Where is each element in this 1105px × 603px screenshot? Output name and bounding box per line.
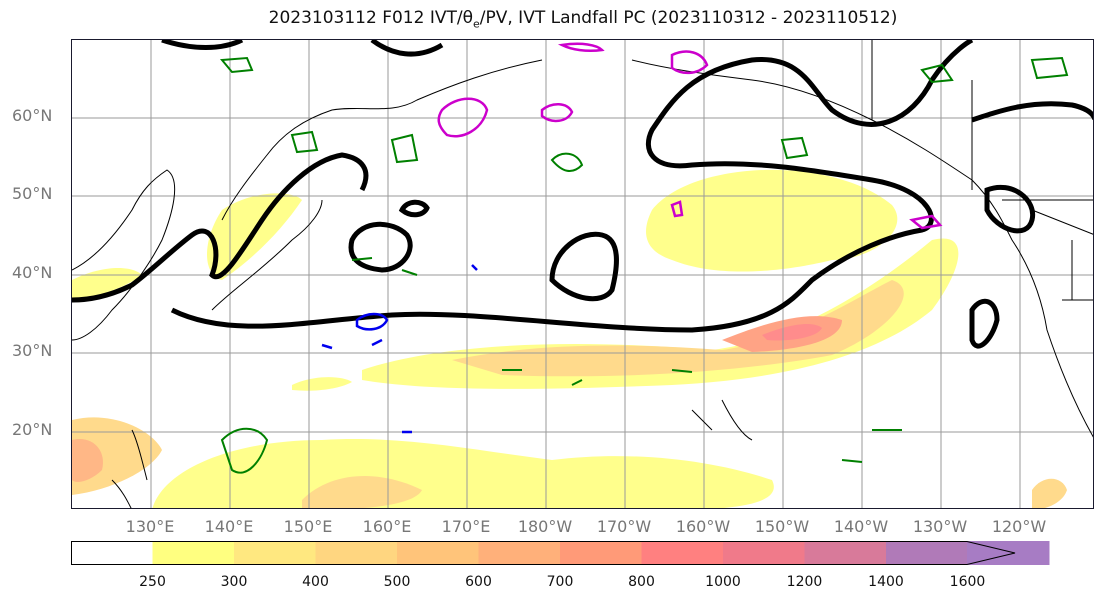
theta-e-contours: [219, 56, 1069, 474]
colorbar-tick-label: 1400: [868, 574, 904, 590]
colorbar-tick-label: 1600: [949, 574, 986, 590]
colorbar-tick-label: 800: [628, 574, 655, 590]
colorbar-tick-label: 300: [220, 574, 248, 590]
coastlines: [72, 40, 1093, 508]
colorbar-segment: [804, 541, 887, 565]
colorbar-tick-label: 400: [302, 574, 329, 590]
colorbar-tick-label: 250: [139, 574, 166, 590]
latitude-label: 50°N: [12, 184, 53, 203]
latitude-label: 20°N: [12, 420, 53, 439]
colorbar-segment: [71, 541, 153, 565]
longitude-label: 140°E: [204, 517, 254, 536]
pv-negative-contours: [321, 264, 478, 434]
colorbar-segment: [397, 541, 479, 565]
colorbar-segment: [234, 541, 316, 565]
latitude-label: 30°N: [12, 341, 53, 360]
longitude-label: 120°W: [991, 517, 1047, 536]
colorbar: [71, 541, 1101, 569]
colorbar-extend-arrow: [967, 541, 1015, 565]
longitude-label: 170°E: [441, 517, 491, 536]
colorbar-segment: [152, 541, 235, 565]
latitude-label: 60°N: [12, 106, 53, 125]
pv-contours: [437, 42, 943, 230]
longitude-label: 150°W: [754, 517, 810, 536]
colorbar-outline: [71, 541, 1016, 565]
ivt-contours: [72, 40, 1093, 349]
colorbar-segment: [478, 541, 561, 565]
colorbar-segment: [886, 541, 968, 565]
colorbar-tick-label: 1000: [705, 574, 741, 590]
longitude-label: 160°W: [675, 517, 731, 536]
ivt-shading: [72, 169, 1067, 508]
colorbar-tick-label: 600: [465, 574, 492, 590]
longitude-label: 130°W: [912, 517, 968, 536]
longitude-label: 140°W: [833, 517, 889, 536]
colorbar-segment: [723, 541, 805, 565]
colorbar-tick-label: 500: [383, 574, 411, 590]
colorbar-tick-label: 1200: [786, 574, 823, 590]
longitude-label: 170°W: [596, 517, 652, 536]
colorbar-tick-label: 700: [546, 574, 574, 590]
colorbar-segment: [641, 541, 724, 565]
longitude-label: 130°E: [125, 517, 175, 536]
latitude-label: 40°N: [12, 263, 53, 282]
longitude-label: 180°W: [517, 517, 573, 536]
colorbar-segment: [560, 541, 642, 565]
map-title: 2023103112 F012 IVT/θe/PV, IVT Landfall …: [268, 8, 898, 31]
longitude-label: 160°E: [362, 517, 412, 536]
longitude-label: 150°E: [283, 517, 333, 536]
map-panel: [71, 39, 1094, 509]
colorbar-segment: [315, 541, 398, 565]
